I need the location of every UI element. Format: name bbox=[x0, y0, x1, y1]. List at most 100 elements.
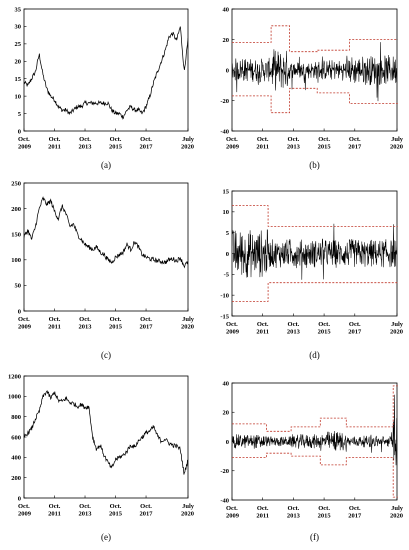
x-tick-label: 2013 bbox=[79, 144, 93, 151]
x-tick-label: July bbox=[391, 321, 404, 328]
panel-caption: (a) bbox=[101, 160, 111, 170]
x-tick-label: Oct. bbox=[79, 136, 91, 143]
series-line bbox=[24, 26, 188, 120]
plot-frame bbox=[23, 8, 189, 132]
x-tick-label: July bbox=[182, 503, 195, 510]
x-tick-label: 2015 bbox=[109, 324, 123, 331]
x-tick-label: Oct. bbox=[140, 503, 152, 510]
x-tick-label: July bbox=[391, 136, 404, 143]
lower-bound-line bbox=[232, 87, 398, 114]
y-tick-label: -20 bbox=[220, 98, 229, 105]
y-tick-label: 5 bbox=[18, 111, 22, 118]
x-tick-label: 2011 bbox=[48, 511, 61, 518]
y-tick-label: 10 bbox=[15, 93, 22, 100]
x-tick-label: 2020 bbox=[390, 329, 403, 336]
x-tick-label: 2020 bbox=[390, 513, 403, 520]
x-tick-label: July bbox=[391, 505, 404, 512]
y-tick-label: -20 bbox=[220, 468, 229, 475]
y-tick-label: 25 bbox=[15, 41, 22, 48]
x-tick-label: Oct. bbox=[288, 321, 300, 328]
y-tick-label: 0 bbox=[18, 308, 21, 315]
panel-caption: (d) bbox=[309, 350, 320, 360]
x-tick-label: Oct. bbox=[18, 316, 30, 323]
x-tick-label: Oct. bbox=[318, 321, 330, 328]
y-tick-label: 20 bbox=[223, 410, 230, 417]
x-tick-label: 2011 bbox=[48, 144, 61, 151]
x-tick-label: Oct. bbox=[110, 316, 122, 323]
x-tick-label: Oct. bbox=[49, 136, 61, 143]
panel-f: -40-2002040Oct.2009Oct.2011Oct.2013Oct.2… bbox=[220, 380, 403, 542]
x-tick-label: July bbox=[182, 316, 195, 323]
x-tick-label: 2013 bbox=[287, 144, 301, 151]
panel-caption: (f) bbox=[310, 532, 319, 542]
y-tick-label: 0 bbox=[226, 251, 229, 258]
x-tick-label: 2017 bbox=[348, 144, 362, 151]
x-tick-label: 2009 bbox=[18, 144, 32, 151]
y-tick-label: 200 bbox=[11, 475, 21, 482]
x-tick-label: Oct. bbox=[18, 503, 30, 510]
x-tick-label: Oct. bbox=[349, 136, 361, 143]
x-tick-label: 2015 bbox=[109, 511, 123, 518]
x-tick-label: 2015 bbox=[318, 144, 332, 151]
x-tick-label: 2013 bbox=[79, 324, 93, 331]
x-tick-label: 2017 bbox=[140, 511, 154, 518]
x-tick-label: Oct. bbox=[257, 321, 269, 328]
y-tick-label: 100 bbox=[11, 257, 21, 264]
y-tick-label: -10 bbox=[220, 292, 229, 299]
y-tick-label: 0 bbox=[226, 439, 229, 446]
x-tick-label: Oct. bbox=[226, 321, 238, 328]
plot-frame bbox=[23, 182, 189, 312]
panel-caption: (c) bbox=[101, 350, 111, 360]
x-tick-label: Oct. bbox=[226, 136, 238, 143]
lower-bound-line bbox=[232, 452, 398, 498]
x-tick-label: 2013 bbox=[287, 513, 301, 520]
y-tick-label: 5 bbox=[226, 230, 230, 237]
x-tick-label: Oct. bbox=[49, 503, 61, 510]
panel-caption: (b) bbox=[309, 160, 320, 170]
x-tick-label: 2013 bbox=[79, 511, 93, 518]
x-tick-label: 2011 bbox=[256, 329, 269, 336]
lower-bound-line bbox=[232, 282, 398, 302]
x-tick-label: 2017 bbox=[348, 513, 362, 520]
series-line bbox=[232, 394, 397, 466]
x-tick-label: Oct. bbox=[140, 316, 152, 323]
x-tick-label: 2020 bbox=[181, 144, 194, 151]
y-tick-label: 600 bbox=[11, 434, 21, 441]
x-tick-label: Oct. bbox=[257, 505, 269, 512]
x-tick-label: 2017 bbox=[140, 324, 154, 331]
x-tick-label: 2011 bbox=[256, 144, 269, 151]
x-tick-label: Oct. bbox=[140, 136, 152, 143]
y-tick-label: 150 bbox=[11, 232, 21, 239]
y-tick-label: 800 bbox=[11, 414, 21, 421]
x-tick-label: Oct. bbox=[18, 136, 30, 143]
series-line bbox=[24, 389, 188, 475]
y-tick-label: 0 bbox=[18, 495, 21, 502]
x-tick-label: 2020 bbox=[181, 324, 194, 331]
x-tick-label: Oct. bbox=[79, 316, 91, 323]
x-tick-label: 2017 bbox=[140, 144, 154, 151]
panel-d: -15-10-5051015Oct.2009Oct.2011Oct.2013Oc… bbox=[220, 188, 403, 360]
x-tick-label: 2009 bbox=[226, 513, 240, 520]
y-tick-label: 10 bbox=[223, 209, 230, 216]
x-tick-label: 2020 bbox=[390, 144, 403, 151]
series-line bbox=[24, 196, 188, 269]
panel-e: 020040060080010001200Oct.2009Oct.2011Oct… bbox=[8, 373, 195, 542]
x-tick-label: 2015 bbox=[318, 513, 332, 520]
x-tick-label: July bbox=[182, 136, 195, 143]
upper-bound-line bbox=[232, 205, 398, 227]
y-tick-label: -15 bbox=[220, 313, 229, 320]
y-tick-label: 200 bbox=[11, 206, 21, 213]
y-tick-label: 0 bbox=[18, 128, 21, 135]
y-tick-label: 0 bbox=[226, 67, 229, 74]
x-tick-label: 2011 bbox=[48, 324, 61, 331]
y-tick-label: 15 bbox=[223, 188, 230, 195]
x-tick-label: 2011 bbox=[256, 513, 269, 520]
x-tick-label: Oct. bbox=[110, 503, 122, 510]
x-tick-label: Oct. bbox=[288, 136, 300, 143]
x-tick-label: Oct. bbox=[349, 321, 361, 328]
x-tick-label: 2009 bbox=[226, 144, 240, 151]
x-tick-label: 2009 bbox=[18, 511, 32, 518]
y-tick-label: -40 bbox=[220, 128, 229, 135]
x-tick-label: 2013 bbox=[287, 329, 301, 336]
